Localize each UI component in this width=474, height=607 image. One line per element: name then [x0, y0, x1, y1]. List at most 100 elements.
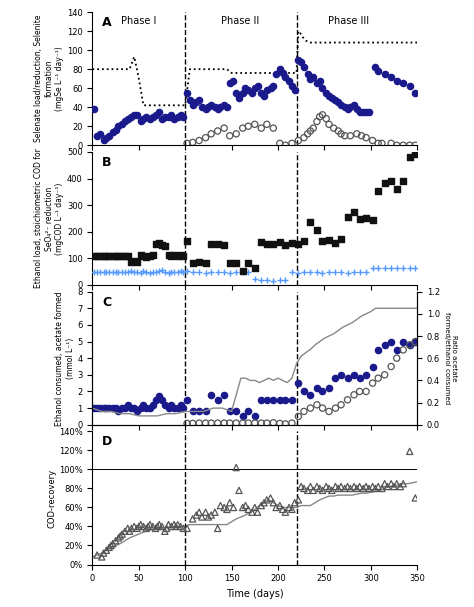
- Point: [130, 110, 138, 120]
- Y-axis label: COD-recovery: COD-recovery: [47, 469, 56, 527]
- Point: [195, 257, 203, 266]
- Point: [112, 403, 119, 413]
- Point: [245, 267, 252, 277]
- Point: [226, 418, 234, 428]
- Point: [214, 126, 221, 136]
- Point: [350, 207, 358, 217]
- Point: [152, 523, 159, 533]
- Point: [195, 407, 203, 416]
- Point: [133, 257, 141, 266]
- Point: [208, 129, 215, 138]
- Point: [167, 251, 175, 260]
- Y-axis label: Ethanol consumed, acetate formed
(mmol L⁻¹): Ethanol consumed, acetate formed (mmol L…: [55, 291, 74, 426]
- Point: [239, 266, 246, 276]
- Point: [316, 76, 324, 86]
- Point: [282, 72, 289, 82]
- Point: [220, 240, 228, 249]
- Point: [254, 507, 261, 517]
- Point: [325, 407, 333, 416]
- Point: [177, 400, 184, 410]
- Point: [214, 239, 221, 249]
- Point: [198, 512, 206, 522]
- Point: [406, 81, 413, 91]
- Point: [270, 498, 277, 507]
- Point: [369, 362, 376, 371]
- Point: [335, 98, 342, 107]
- Point: [369, 482, 376, 492]
- Point: [353, 129, 361, 138]
- Point: [189, 407, 196, 416]
- Point: [152, 267, 159, 277]
- Point: [260, 498, 268, 507]
- Point: [245, 407, 252, 416]
- Point: [140, 521, 147, 531]
- Point: [406, 152, 413, 161]
- Point: [350, 482, 358, 492]
- Point: [356, 107, 364, 117]
- Point: [96, 129, 104, 138]
- Point: [307, 74, 314, 84]
- Point: [387, 337, 395, 347]
- Point: [158, 395, 166, 405]
- Point: [319, 486, 326, 495]
- Point: [381, 69, 389, 79]
- Point: [226, 407, 234, 416]
- Point: [220, 390, 228, 399]
- Point: [300, 407, 308, 416]
- Point: [267, 83, 274, 93]
- Point: [158, 240, 166, 249]
- Point: [239, 88, 246, 98]
- Point: [353, 484, 361, 493]
- Point: [91, 403, 98, 413]
- Point: [313, 383, 321, 393]
- Point: [154, 521, 161, 531]
- Point: [229, 503, 237, 512]
- Point: [189, 138, 196, 148]
- Point: [313, 78, 321, 88]
- Point: [174, 251, 182, 260]
- Point: [117, 531, 124, 541]
- Point: [143, 523, 150, 533]
- Point: [257, 88, 265, 98]
- Point: [356, 267, 364, 277]
- Point: [257, 237, 265, 247]
- Point: [319, 236, 326, 246]
- Point: [300, 484, 308, 493]
- Point: [217, 103, 224, 112]
- Point: [105, 543, 113, 552]
- Point: [133, 407, 141, 416]
- Y-axis label: Ratio acetate
formed/ethanol consumed: Ratio acetate formed/ethanol consumed: [444, 312, 457, 404]
- Point: [374, 373, 382, 383]
- Point: [279, 504, 286, 514]
- Point: [251, 412, 259, 421]
- Point: [288, 395, 296, 405]
- Point: [170, 250, 178, 260]
- Point: [279, 68, 286, 78]
- Point: [211, 103, 219, 112]
- Point: [374, 345, 382, 354]
- Point: [304, 69, 311, 79]
- Point: [163, 523, 171, 533]
- Point: [158, 265, 166, 275]
- Point: [254, 81, 261, 91]
- Point: [282, 140, 289, 150]
- Point: [406, 340, 413, 350]
- Text: Phase III: Phase III: [328, 16, 370, 26]
- Point: [372, 484, 379, 493]
- Point: [328, 93, 336, 103]
- Point: [282, 275, 289, 285]
- Point: [109, 127, 117, 137]
- Point: [140, 400, 147, 410]
- Point: [387, 72, 395, 82]
- Point: [202, 133, 210, 143]
- Point: [276, 501, 283, 510]
- Point: [359, 484, 367, 493]
- Point: [346, 131, 354, 141]
- Point: [128, 112, 135, 121]
- Point: [337, 100, 345, 110]
- Point: [245, 504, 252, 514]
- Point: [100, 267, 107, 277]
- Point: [294, 378, 302, 388]
- Point: [307, 126, 314, 136]
- Point: [121, 267, 129, 277]
